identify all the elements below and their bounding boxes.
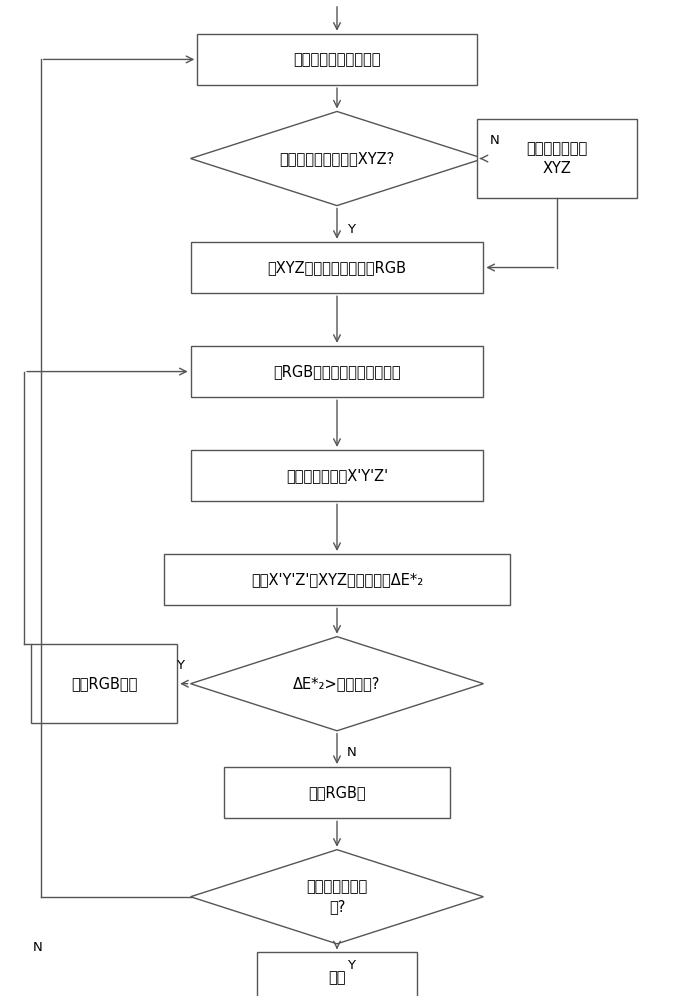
Text: 该色度值是三刺激值XYZ?: 该色度值是三刺激值XYZ? [280,151,394,166]
Bar [224,767,450,818]
Polygon shape [191,111,483,206]
Text: 转换为三刺激值
XYZ: 转换为三刺激值 XYZ [526,141,587,176]
Text: 结束: 结束 [328,970,346,985]
Text: 将RGB值带入正向特征化模型: 将RGB值带入正向特征化模型 [273,364,401,379]
Text: 得到模型预测的X'Y'Z': 得到模型预测的X'Y'Z' [286,468,388,483]
Text: N: N [32,941,42,954]
Text: 调整RGB的值: 调整RGB的值 [71,676,137,691]
Text: 存储RGB值: 存储RGB值 [308,785,366,800]
Bar [197,34,477,85]
Bar [477,119,636,198]
Text: Y: Y [176,659,184,672]
Text: Y: Y [347,223,355,236]
Text: 读取显示颜色的色度值: 读取显示颜色的色度值 [293,52,381,67]
Bar [191,450,483,501]
Text: Y: Y [347,959,355,972]
Text: 由XYZ初步计算出驱动值RGB: 由XYZ初步计算出驱动值RGB [268,260,406,275]
Polygon shape [191,850,483,944]
Bar [31,644,177,723]
Text: ΔE*₂>给定阈值?: ΔE*₂>给定阈值? [293,676,381,691]
Bar [191,242,483,293]
Text: 所有颜色计算完
毕?: 所有颜色计算完 毕? [307,879,367,914]
Bar [257,952,417,1000]
Text: 计算X'Y'Z'和XYZ之间的色差ΔE*₂: 计算X'Y'Z'和XYZ之间的色差ΔE*₂ [251,572,423,587]
Text: N: N [490,134,500,147]
Bar [164,554,510,605]
Text: N: N [347,746,357,759]
Polygon shape [191,637,483,731]
Bar [191,346,483,397]
